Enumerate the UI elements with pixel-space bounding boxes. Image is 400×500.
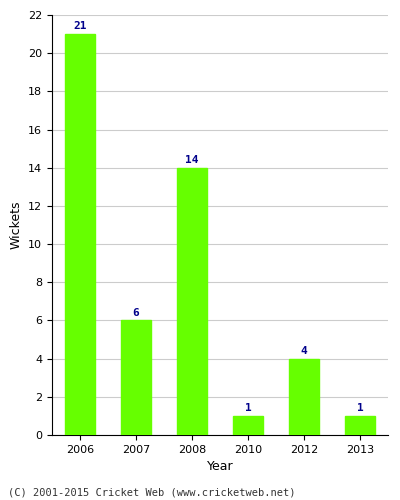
- Bar: [289, 358, 320, 435]
- Bar: [177, 168, 208, 435]
- Text: 14: 14: [185, 155, 199, 165]
- Bar: [344, 416, 375, 435]
- Text: 1: 1: [245, 403, 251, 413]
- Text: 4: 4: [301, 346, 307, 356]
- Text: 21: 21: [73, 21, 87, 31]
- Bar: [64, 34, 96, 435]
- Bar: [121, 320, 151, 435]
- Text: 1: 1: [357, 403, 363, 413]
- Y-axis label: Wickets: Wickets: [10, 200, 22, 249]
- Text: (C) 2001-2015 Cricket Web (www.cricketweb.net): (C) 2001-2015 Cricket Web (www.cricketwe…: [8, 488, 296, 498]
- Text: 6: 6: [133, 308, 139, 318]
- X-axis label: Year: Year: [207, 460, 233, 473]
- Bar: [233, 416, 264, 435]
